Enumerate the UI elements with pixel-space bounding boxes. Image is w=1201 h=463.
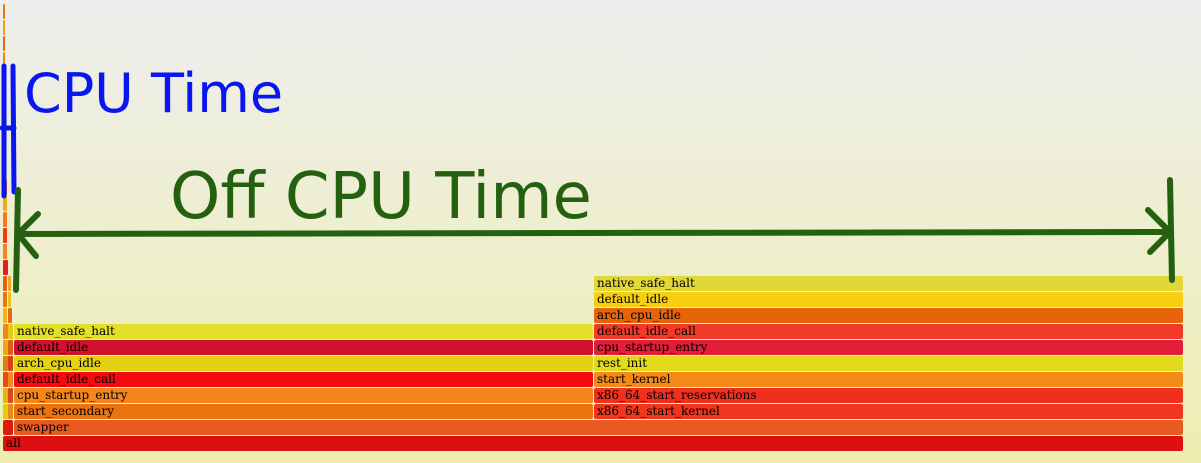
frame-default-idle-2[interactable]: default_idle (594, 292, 1183, 307)
frame-default-idle-call[interactable]: default_idle_call (14, 372, 593, 387)
frame-cpu-startup-entry-2[interactable]: cpu_startup_entry (594, 340, 1183, 355)
frame-x86-64-start-reservations[interactable]: x86_64_start_reservations (594, 388, 1183, 403)
frame-cpu-startup-entry[interactable]: cpu_startup_entry (14, 388, 593, 403)
tower-column-1 (3, 4, 13, 435)
cpu-time-annotation: CPU Time (24, 62, 284, 125)
frame-default-idle[interactable]: default_idle (14, 340, 593, 355)
frame-x86-64-start-kernel[interactable]: x86_64_start_kernel (594, 404, 1183, 419)
off-cpu-time-annotation: Off CPU Time (170, 160, 592, 234)
narrow-cpu-towers (3, 4, 13, 435)
frame-rest-init[interactable]: rest_init (594, 356, 1183, 371)
frame-arch-cpu-idle-2[interactable]: arch_cpu_idle (594, 308, 1183, 323)
frame-start-secondary[interactable]: start_secondary (14, 404, 593, 419)
frame-all[interactable]: all (3, 436, 1183, 451)
frame-default-idle-call-2[interactable]: default_idle_call (594, 324, 1183, 339)
frame-start-kernel[interactable]: start_kernel (594, 372, 1183, 387)
frame-native-safe-halt[interactable]: native_safe_halt (14, 324, 593, 339)
frame-arch-cpu-idle[interactable]: arch_cpu_idle (14, 356, 593, 371)
frame-swapper[interactable]: swapper (14, 420, 1183, 435)
frame-native-safe-halt-2[interactable]: native_safe_halt (594, 276, 1183, 291)
